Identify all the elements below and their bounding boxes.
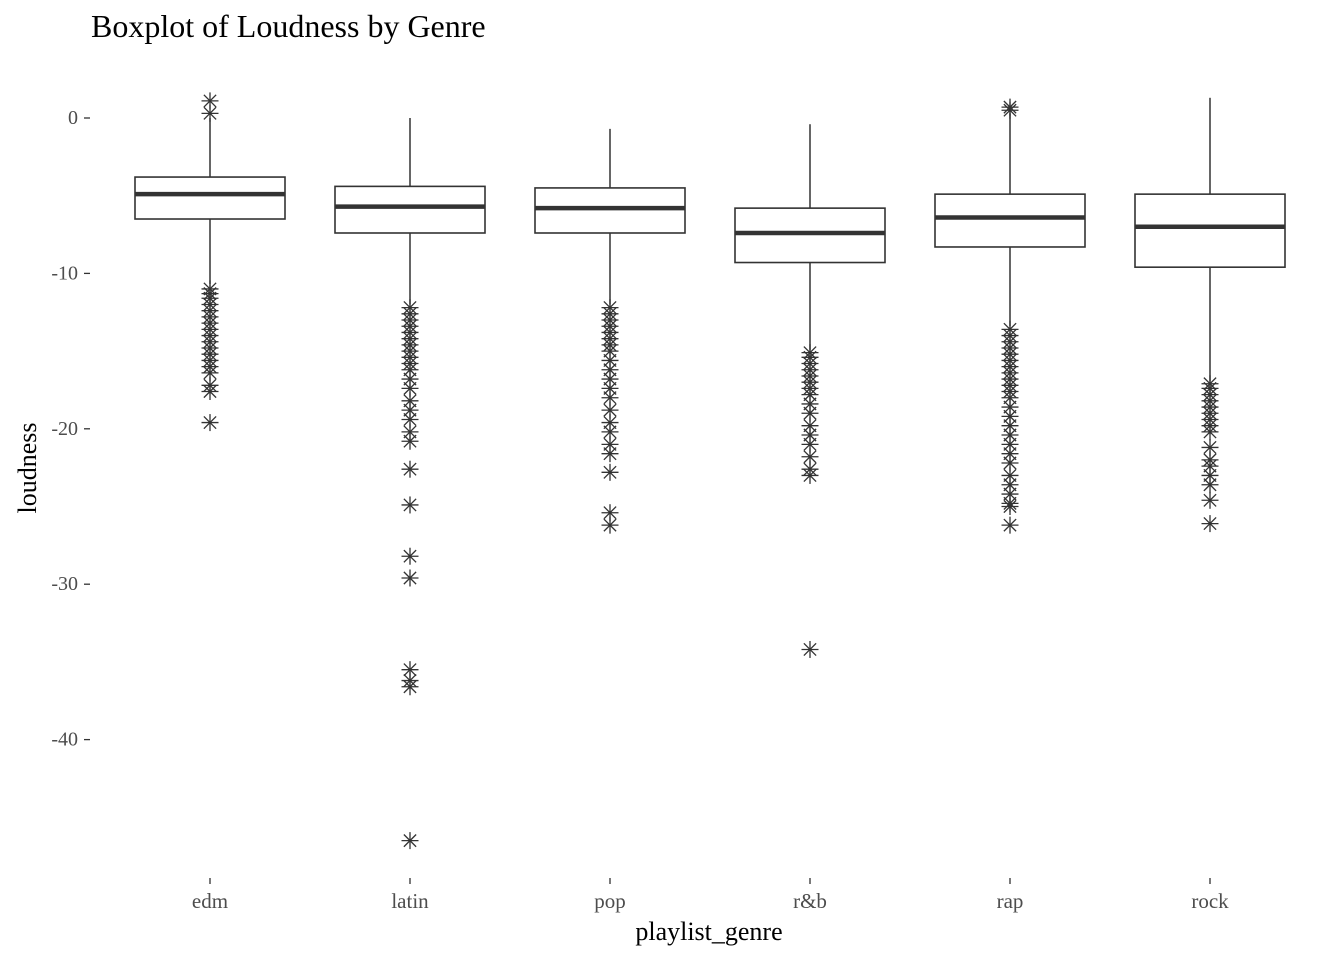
box-iqr	[334, 185, 486, 234]
outlier-point	[601, 463, 619, 481]
box-group	[1134, 97, 1286, 533]
x-tick-label: latin	[391, 889, 429, 913]
outlier-point	[1001, 417, 1019, 435]
outlier-point	[601, 435, 619, 453]
x-tick-label: rock	[1191, 889, 1229, 913]
outlier-point	[801, 417, 819, 435]
outlier-point	[401, 460, 419, 478]
outlier-point	[1001, 466, 1019, 484]
outlier-point	[401, 832, 419, 850]
outlier-point	[601, 351, 619, 369]
x-tick-label: r&b	[793, 889, 827, 913]
outlier-point	[1001, 445, 1019, 463]
outlier-point	[401, 661, 419, 679]
outlier-point	[1001, 516, 1019, 534]
box-group	[934, 98, 1086, 534]
outlier-point	[601, 414, 619, 432]
box-iqr	[734, 207, 886, 264]
outlier-point	[401, 401, 419, 419]
outlier-point	[401, 569, 419, 587]
outlier-point	[1201, 491, 1219, 509]
outlier-point	[1201, 423, 1219, 441]
y-tick-label: -40	[51, 729, 78, 751]
outlier-point	[601, 516, 619, 534]
y-tick-label: -10	[51, 262, 78, 284]
outlier-point	[1001, 435, 1019, 453]
outlier-point	[1201, 476, 1219, 494]
x-tick-label: rap	[997, 889, 1024, 913]
outlier-point	[201, 104, 219, 122]
box-iqr	[134, 176, 286, 220]
box-iqr	[934, 193, 1086, 248]
outlier-point	[401, 423, 419, 441]
outlier-point	[401, 496, 419, 514]
outlier-point	[801, 404, 819, 422]
outlier-point	[601, 504, 619, 522]
outlier-point	[401, 547, 419, 565]
box-group	[334, 118, 486, 850]
x-axis: edm latin pop r&b rap rock	[192, 878, 1229, 913]
y-axis: 0 -10 -20 -30 -40	[51, 107, 90, 751]
outlier-point	[601, 361, 619, 379]
outlier-point	[1001, 98, 1019, 116]
outlier-point	[601, 445, 619, 463]
y-axis-label: loudness	[13, 423, 42, 514]
outlier-point	[601, 423, 619, 441]
box-iqr	[1134, 193, 1286, 268]
outlier-point	[1201, 515, 1219, 533]
x-tick-label: pop	[594, 889, 626, 913]
y-tick-label: 0	[68, 107, 78, 129]
outlier-point	[201, 383, 219, 401]
box-iqr	[534, 187, 686, 234]
outlier-point	[201, 414, 219, 432]
outlier-point	[1001, 498, 1019, 515]
x-axis-label: playlist_genre	[635, 917, 782, 946]
x-tick-label: edm	[192, 889, 228, 913]
outlier-point	[401, 432, 419, 450]
outlier-point	[801, 640, 819, 658]
y-tick-label: -20	[51, 418, 78, 440]
y-tick-label: -30	[51, 573, 78, 595]
outlier-point	[801, 466, 819, 484]
boxes-layer	[134, 92, 1286, 850]
box-group	[734, 124, 886, 658]
box-group	[134, 92, 286, 432]
outlier-point	[401, 678, 419, 696]
box-group	[534, 128, 686, 534]
chart-title: Boxplot of Loudness by Genre	[91, 8, 486, 44]
